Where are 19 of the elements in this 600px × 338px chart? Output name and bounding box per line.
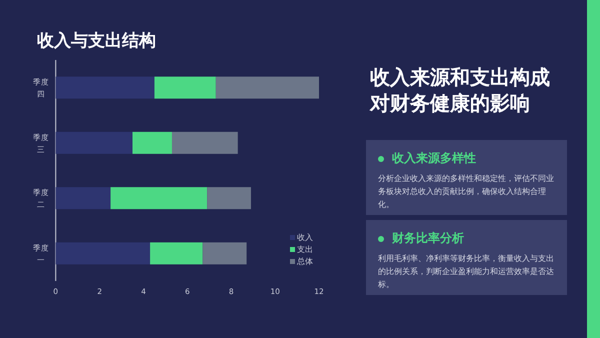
bar <box>202 242 247 264</box>
legend-label: 总体 <box>296 257 313 266</box>
text: 财务比率分析 <box>392 231 464 245</box>
bar <box>132 132 172 154</box>
bar <box>154 76 216 99</box>
bar <box>172 132 238 154</box>
bar <box>56 187 111 210</box>
bar <box>110 187 208 210</box>
legend-label: 收入 <box>297 233 313 242</box>
text: 收入来源和支出构成对财务健康的影响 <box>370 64 551 116</box>
legend-label: 支出 <box>297 245 313 254</box>
bar <box>216 76 319 99</box>
bar <box>150 242 203 264</box>
bar <box>56 76 154 99</box>
text: 收入来源多样性 <box>392 151 476 165</box>
bar <box>56 132 132 154</box>
chart-title: 收入与支出结构 <box>37 31 156 51</box>
bar <box>56 242 150 264</box>
bar <box>207 187 251 210</box>
